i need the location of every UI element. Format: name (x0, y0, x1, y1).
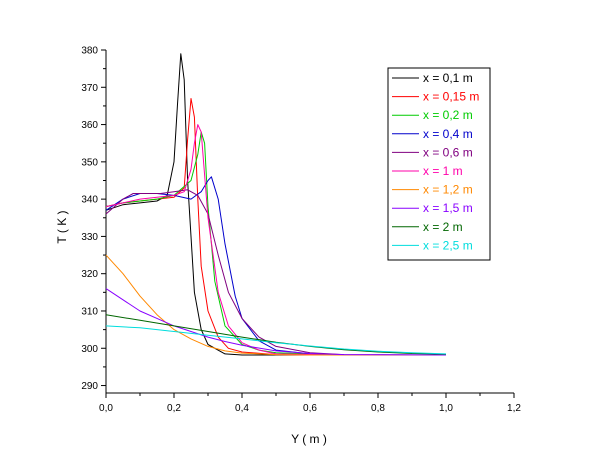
legend-label: x = 0,15 m (423, 90, 479, 104)
legend-label: x = 0,2 m (423, 108, 473, 122)
series-line-7 (105, 254, 446, 356)
x-tick-label: 0,6 (303, 403, 317, 414)
plot-area (105, 53, 447, 356)
y-tick-label: 290 (81, 381, 98, 392)
x-tick-label: 1,2 (507, 403, 521, 414)
y-axis-title: T ( K ) (55, 210, 69, 243)
y-tick-label: 350 (81, 157, 98, 168)
axes (101, 49, 515, 398)
series-line-9 (105, 314, 447, 355)
x-tick-label: 0,0 (99, 403, 113, 414)
y-tick-label: 380 (81, 46, 98, 57)
legend-label: x = 1,2 m (423, 183, 473, 197)
y-tick-label: 310 (81, 306, 98, 317)
series-line-8 (105, 288, 447, 356)
y-tick-label: 330 (81, 232, 98, 243)
legend-label: x = 2,5 m (423, 238, 473, 252)
legend-box (387, 67, 491, 261)
legend-label: x = 0,6 m (423, 145, 473, 159)
x-tick-label: 0,8 (371, 403, 385, 414)
y-tick-label: 340 (81, 195, 98, 206)
y-tick-label: 300 (81, 344, 98, 355)
legend-label: x = 1 m (423, 164, 463, 178)
tick-labels: 0,0 0,2 0,4 0,6 0,8 1,0 1,2 290 300 310 320 330 340 3… (81, 46, 521, 415)
x-axis-title: Y ( m ) (291, 432, 327, 446)
legend-label: x = 0,4 m (423, 127, 473, 141)
legend-label: x = 2 m (423, 220, 463, 234)
legend-label: x = 0,1 m (423, 71, 473, 85)
x-tick-label: 1,0 (439, 403, 453, 414)
y-tick-label: 360 (81, 120, 98, 131)
x-tick-label: 0,4 (235, 403, 249, 414)
series-line-1 (105, 53, 446, 356)
y-tick-label: 370 (81, 83, 98, 94)
y-tick-label: 320 (81, 269, 98, 280)
series-line-6 (105, 124, 446, 356)
legend-label: x = 1,5 m (423, 201, 473, 215)
legend: x = 0,1 m x = 0,15 m x = 0,2 m x = 0,4 m x =… (387, 67, 491, 261)
x-tick-label: 0,2 (167, 403, 181, 414)
series-line-10 (105, 325, 447, 355)
